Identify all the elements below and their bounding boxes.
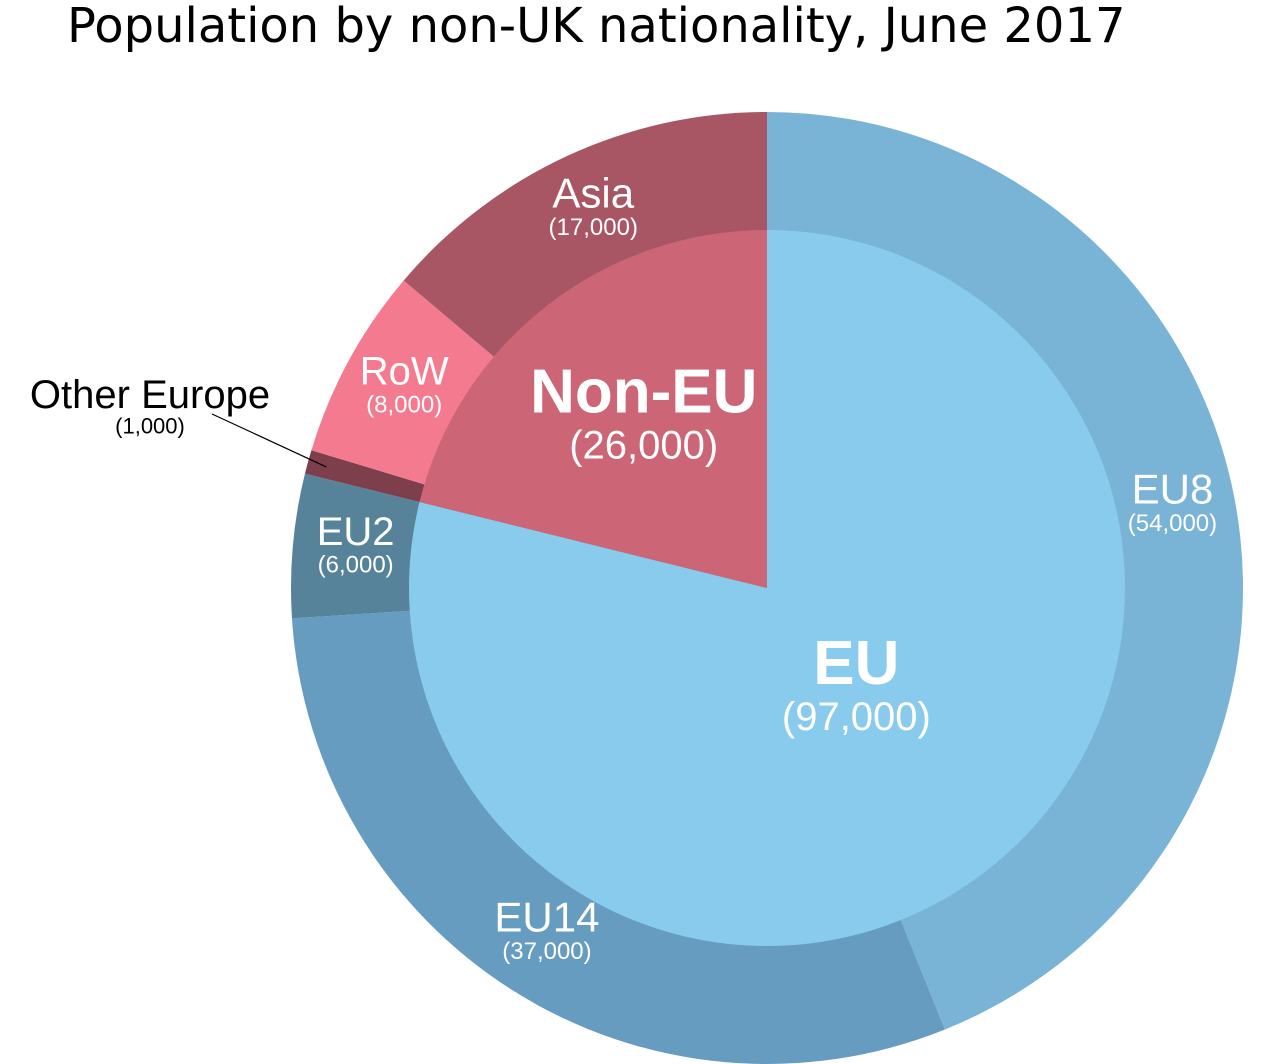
slice-label-other-europe: Other Europe: [30, 373, 270, 417]
slice-value-eu8: (54,000): [1128, 510, 1217, 537]
slice-label-eu: EU: [813, 629, 899, 698]
slice-value-eu2: (6,000): [318, 552, 394, 579]
slice-value-eu: (97,000): [782, 695, 931, 739]
slice-label-eu2: EU2: [317, 510, 395, 554]
slice-label-asia: Asia: [552, 169, 634, 216]
slice-value-non-eu: (26,000): [569, 424, 718, 468]
slice-label-non-eu: Non-EU: [530, 358, 757, 427]
slice-label-eu14: EU14: [494, 893, 599, 940]
slice-label-eu8: EU8: [1132, 465, 1214, 512]
slice-label-row: RoW: [360, 350, 449, 394]
leader-line-other-europe: [211, 413, 327, 468]
chart-title: Population by non-UK nationality, June 2…: [67, 0, 1126, 54]
slice-value-eu14: (37,000): [502, 938, 591, 965]
inner-slice-non-eu: [419, 229, 767, 588]
inner-pie: [409, 229, 1126, 946]
inner-slice-eu: [409, 230, 1126, 946]
slice-labels: EU(97,000)Non-EU(26,000)EU8(54,000)EU14(…: [30, 169, 1217, 965]
slice-value-asia: (17,000): [549, 214, 638, 241]
slice-value-row: (8,000): [366, 391, 442, 418]
slice-value-other-europe: (1,000): [115, 413, 185, 438]
